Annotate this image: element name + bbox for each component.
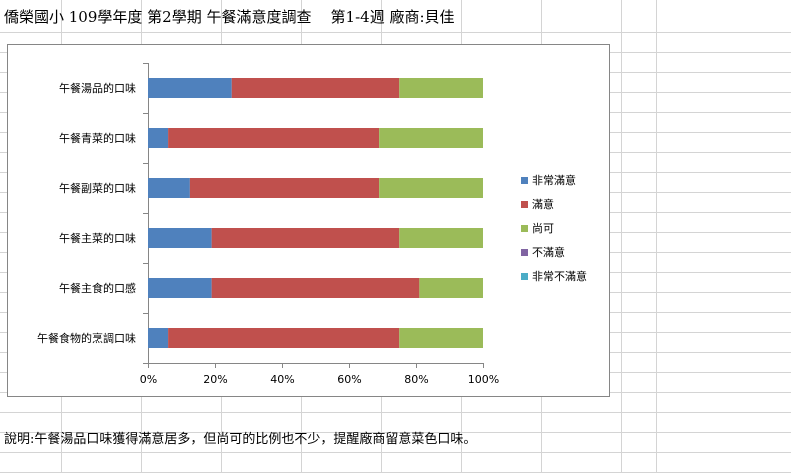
legend-label: 不滿意 [532,246,565,259]
bar-segment [189,178,380,198]
category-label: 午餐湯品的口味 [59,81,136,95]
x-tick-label: 80% [404,373,428,386]
x-tick-label: 40% [270,373,294,386]
x-tick-label: 60% [337,373,361,386]
x-tick-label: 20% [203,373,227,386]
bar-segment [211,228,400,248]
legend-item: 不滿意 [521,240,587,264]
bar-segment [148,128,169,148]
legend-item: 尚可 [521,216,587,240]
bar-segment [379,178,483,198]
bar-segment [379,128,483,148]
bar-segment [211,278,420,298]
bar-segment [148,178,190,198]
legend-swatch [521,224,528,232]
category-label: 午餐主菜的口味 [59,231,136,245]
legend-swatch [521,272,528,280]
sheet-title: 僑榮國小 109學年度 第2學期 午餐滿意度調查 第1-4週 廠商:貝佳 [4,8,455,26]
legend-swatch [521,248,528,256]
bar-segment [168,128,380,148]
bar-segment [399,228,483,248]
legend-label: 滿意 [532,198,554,211]
category-label: 午餐主食的口感 [59,281,136,295]
category-label: 午餐青菜的口味 [59,131,136,145]
chart-plot: 0% 20% 40% 60% 80% 100%午餐湯品的口味午餐青菜的口味午餐副菜的口味午… [37,63,499,386]
legend-swatch [521,200,528,208]
bar-segment [148,78,232,98]
chart-legend: 非常滿意滿意尚可不滿意非常不滿意 [521,168,587,288]
chart-area[interactable]: 0% 20% 40% 60% 80% 100% 午餐湯品的口味 午餐青菜的口味 午餐副菜的口味午… [7,44,610,397]
legend-label: 尚可 [532,222,554,235]
bar-segment [399,78,483,98]
bar-segment [148,328,169,348]
sheet-note: 說明:午餐湯品口味獲得滿意居多，但尚可的比例也不少，提醒廠商留意菜色口味。 [4,432,477,447]
bar-segment [231,78,400,98]
legend-item: 非常滿意 [521,168,587,192]
legend-label: 非常不滿意 [532,270,587,283]
legend-item: 滿意 [521,192,587,216]
bar-segment [148,228,212,248]
category-label: 午餐食物的烹調口味 [37,331,136,345]
category-label: 午餐副菜的口味 [59,181,136,195]
bar-segment [419,278,483,298]
bar-segment [148,278,212,298]
legend-item: 非常不滿意 [521,264,587,288]
bar-segment [399,328,483,348]
bar-segment [168,328,400,348]
legend-swatch [521,176,528,184]
x-tick-label: 100% [468,373,499,386]
x-tick-label: 0% [140,373,157,386]
legend-label: 非常滿意 [532,174,576,187]
